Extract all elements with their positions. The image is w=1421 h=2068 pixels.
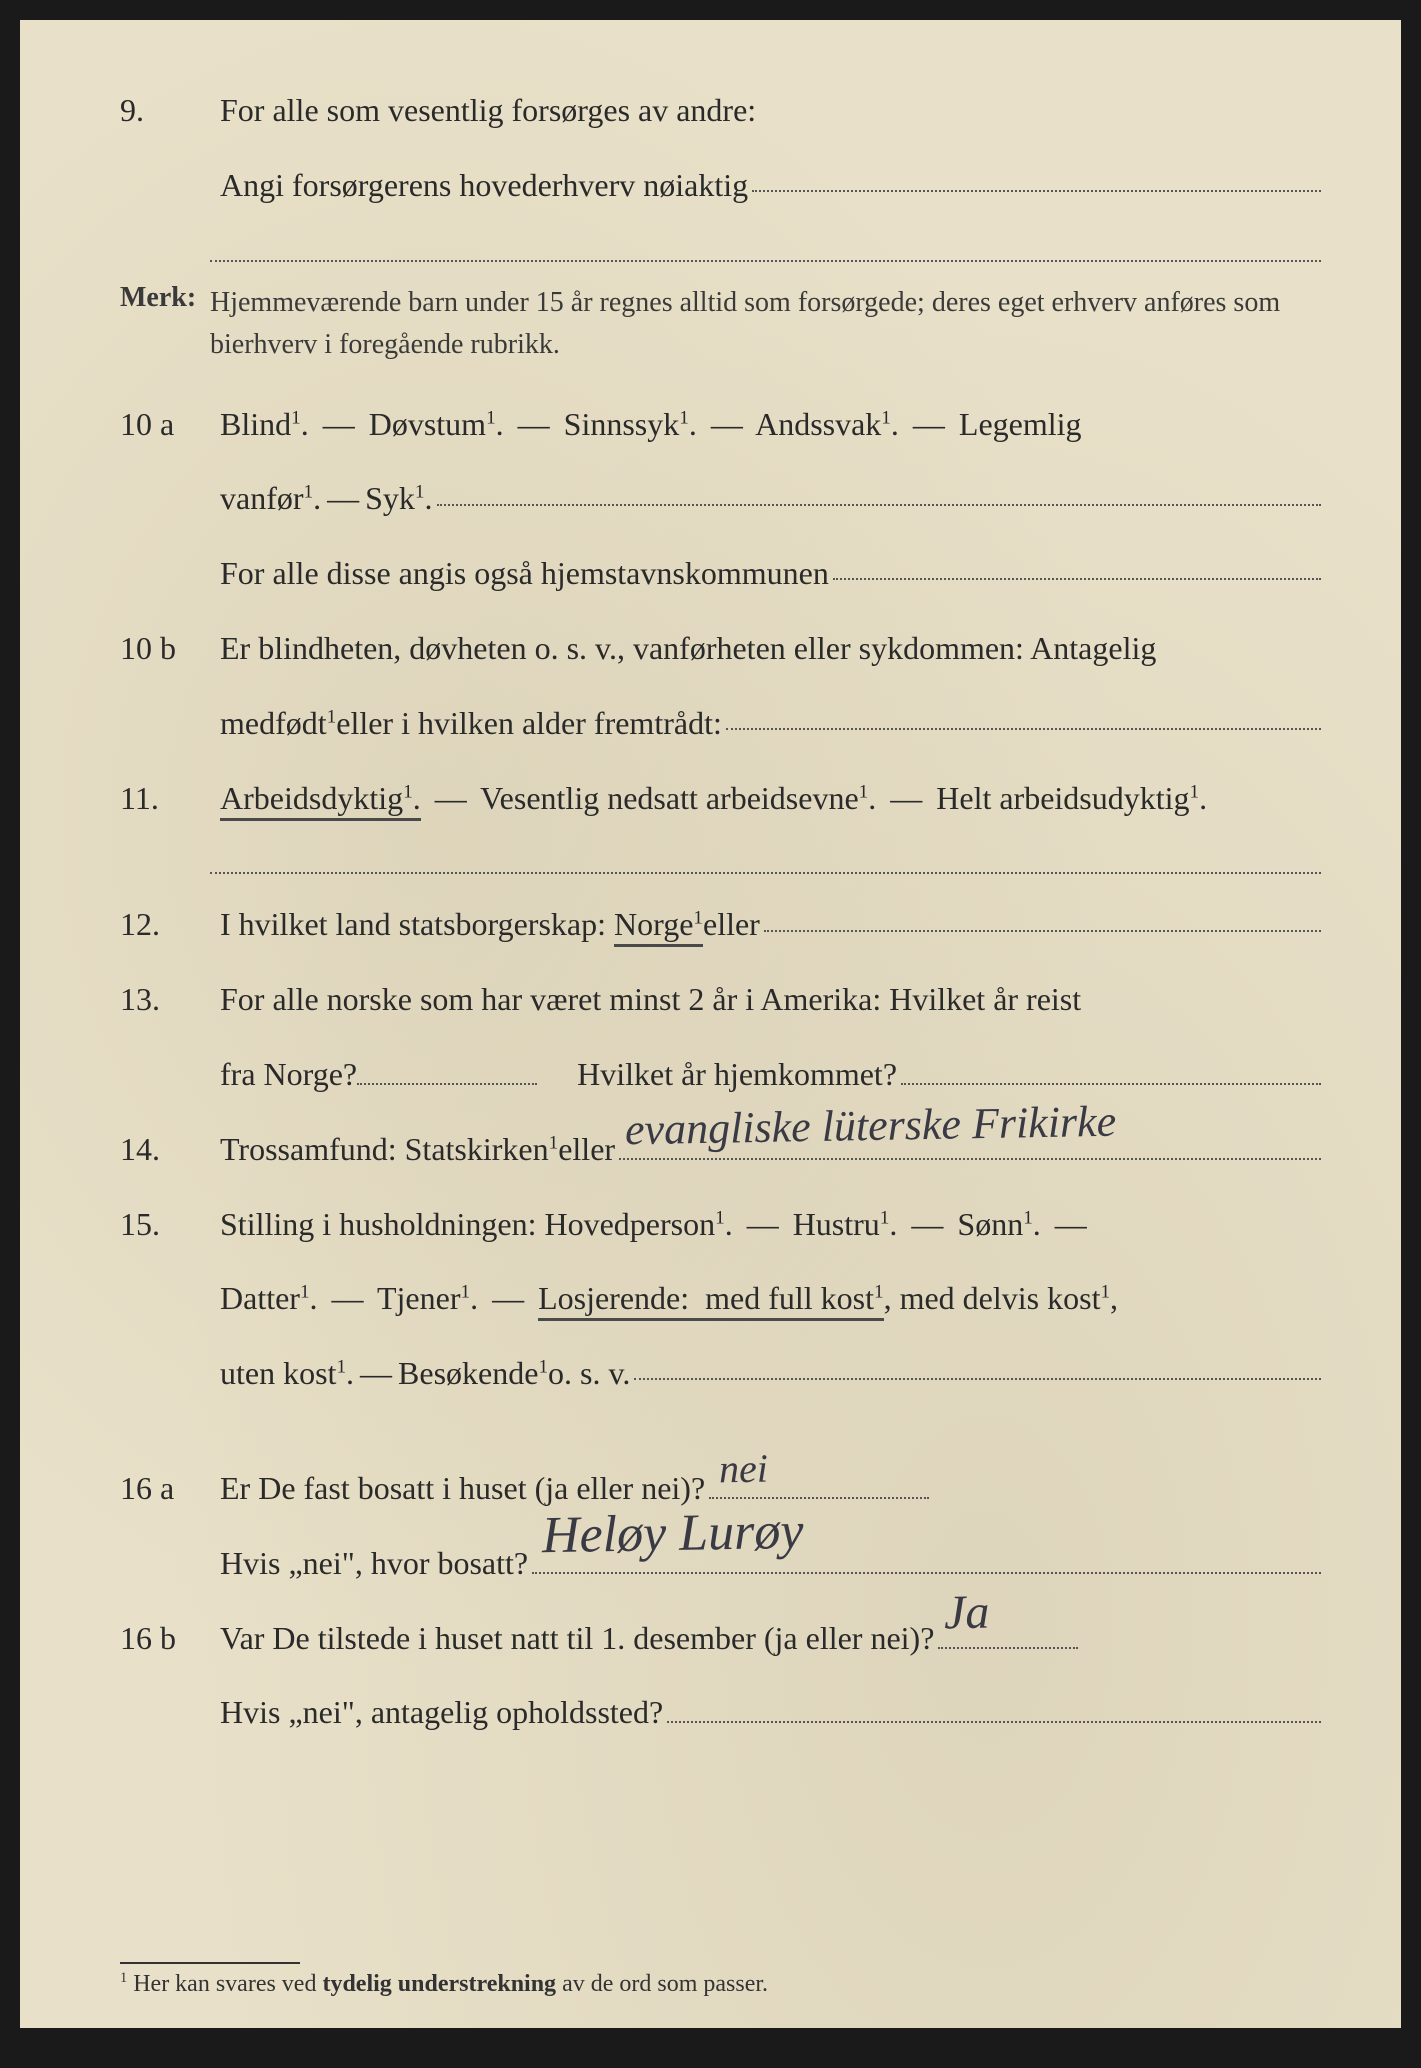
q15-opt-tjener: Tjener1.	[377, 1280, 478, 1316]
q10b-text2b: eller i hvilken alder fremtrådt:	[336, 693, 722, 754]
q12-number: 12.	[120, 894, 220, 955]
q10a-blank	[437, 468, 1322, 505]
q13-line1: 13. For alle norske som har været minst …	[120, 969, 1321, 1030]
merk-text: Hjemmeværende barn under 15 år regnes al…	[210, 282, 1321, 366]
merk-label: Merk:	[120, 282, 210, 366]
q16b-q2: Hvis „nei", antagelig opholdssted?	[220, 1682, 663, 1743]
q10b-number: 10 b	[120, 618, 220, 679]
q10a-opt-dovstum: Døvstum1.	[369, 406, 504, 442]
q11-opt-udyktig: Helt arbeidsudyktig1.	[936, 780, 1207, 816]
q16b-number: 16 b	[120, 1608, 220, 1669]
q15-opt-datter: Datter1.	[220, 1280, 318, 1316]
q10a-opt-legemlig-a: Legemlig	[959, 406, 1082, 442]
q10a-line3: For alle disse angis også hjemstavnskomm…	[120, 543, 1321, 604]
footnote-c: av de ord som passer.	[556, 1971, 768, 1997]
q11-opt-arbeidsdyktig: Arbeidsdyktig1.	[220, 780, 421, 821]
q10b-blank	[726, 693, 1321, 730]
q13-blank1	[357, 1048, 537, 1085]
q10a-opt-sinnssyk: Sinnssyk1.	[564, 406, 697, 442]
q12-text-b: eller	[703, 894, 760, 955]
q15-opt-besok: Besøkende1	[398, 1343, 548, 1404]
q16a-answer2-handwriting: Heløy Lurøy	[541, 1483, 804, 1586]
q10a-opt-andssvak: Andssvak1.	[755, 406, 899, 442]
q9-blank-line	[210, 230, 1321, 262]
q14-line: 14. Trossamfund: Statskirken1 eller evan…	[120, 1119, 1321, 1180]
q10a-opt-vanfor: vanfør1.	[220, 468, 321, 529]
footnote-marker: 1	[120, 1970, 127, 1986]
q15-line2: Datter1. — Tjener1. — Losjerende: med fu…	[120, 1268, 1321, 1329]
q10a-opt-blind: Blind1.	[220, 406, 309, 442]
q16a-number: 16 a	[120, 1458, 220, 1519]
merk-note: Merk: Hjemmeværende barn under 15 år reg…	[120, 282, 1321, 366]
q15-opt-uten: uten kost1.	[220, 1343, 354, 1404]
q11-number: 11.	[120, 768, 220, 829]
q16b-blank1: Ja	[938, 1611, 1078, 1648]
footnote-block: 1 Her kan svares ved tydelig understrekn…	[120, 1962, 1321, 1998]
q13-text1: For alle norske som har været minst 2 år…	[220, 969, 1321, 1030]
q9-text2: Angi forsørgerens hovederhverv nøiaktig	[220, 155, 748, 216]
q16b-blank2	[667, 1686, 1321, 1723]
q11-line: 11. Arbeidsdyktig1. — Vesentlig nedsatt …	[120, 768, 1321, 829]
q10a-blank2	[833, 543, 1321, 580]
q10b-medfodt: medfødt1	[220, 693, 336, 754]
q9-blank	[752, 155, 1321, 192]
q10b-line2: medfødt1 eller i hvilken alder fremtrådt…	[120, 693, 1321, 754]
q10a-text2: For alle disse angis også hjemstavnskomm…	[220, 543, 829, 604]
q16b-line2: Hvis „nei", antagelig opholdssted?	[120, 1682, 1321, 1743]
q15-line3: uten kost1. — Besøkende1 o. s. v.	[120, 1343, 1321, 1404]
q10a-line2: vanfør1. — Syk1.	[120, 468, 1321, 529]
q9-number: 9.	[120, 80, 220, 141]
footnote-rule	[120, 1962, 300, 1964]
q16a-q2: Hvis „nei", hvor bosatt?	[220, 1533, 528, 1594]
footnote-a: Her kan svares ved	[133, 1971, 322, 1997]
q16b-line1: 16 b Var De tilstede i huset natt til 1.…	[120, 1608, 1321, 1669]
q14-answer-handwriting: evangliske lüterske Frikirke	[624, 1080, 1117, 1172]
q10a-line1: 10 a Blind1. — Døvstum1. — Sinnssyk1. — …	[120, 394, 1321, 455]
q12-line: 12. I hvilket land statsborgerskap: Norg…	[120, 894, 1321, 955]
q16b-q1: Var De tilstede i huset natt til 1. dese…	[220, 1608, 934, 1669]
q16a-blank2: Heløy Lurøy	[532, 1537, 1321, 1574]
q16a-line2: Hvis „nei", hvor bosatt? Heløy Lurøy	[120, 1533, 1321, 1594]
q15-opt-hustru: Hustru1.	[793, 1206, 898, 1242]
q10b-line1: 10 b Er blindheten, døvheten o. s. v., v…	[120, 618, 1321, 679]
q15-tail: o. s. v.	[548, 1343, 630, 1404]
q11-blank-line	[210, 842, 1321, 874]
q11-opt-nedsatt: Vesentlig nedsatt arbeidsevne1.	[480, 780, 876, 816]
q14-number: 14.	[120, 1119, 220, 1180]
q15-opt-sonn: Sønn1.	[957, 1206, 1040, 1242]
q9-line1: 9. For alle som vesentlig forsørges av a…	[120, 80, 1321, 141]
q9-line2: Angi forsørgerens hovederhverv nøiaktig	[120, 155, 1321, 216]
q9-text1: For alle som vesentlig forsørges av andr…	[220, 80, 1321, 141]
census-form-page: 9. For alle som vesentlig forsørges av a…	[20, 20, 1401, 2028]
q12-text-a: I hvilket land statsborgerskap:	[220, 894, 606, 955]
q15-opt-losjerende: Losjerende: med full kost1	[538, 1280, 884, 1321]
footnote-b: tydelig understrekning	[322, 1971, 556, 1997]
q15-opt-hoved: Hovedperson1.	[544, 1206, 732, 1242]
q12-opt-norge: Norge1	[606, 894, 703, 955]
q10a-opt-syk: Syk1.	[365, 468, 432, 529]
q14-text: Trossamfund: Statskirken1	[220, 1119, 558, 1180]
q15-line1: 15. Stilling i husholdningen: Hovedperso…	[120, 1194, 1321, 1255]
footnote-text: 1 Her kan svares ved tydelig understrekn…	[120, 1970, 1321, 1998]
q15-opt-delvis: med delvis kost1,	[900, 1280, 1118, 1316]
q15-number: 15.	[120, 1194, 220, 1255]
q14-or: eller	[558, 1119, 615, 1180]
q15-lead: Stilling i husholdningen:	[220, 1206, 544, 1242]
q12-blank	[764, 894, 1321, 931]
q15-blank	[634, 1343, 1321, 1380]
q14-blank: evangliske lüterske Frikirke	[619, 1123, 1321, 1160]
q13-number: 13.	[120, 969, 220, 1030]
q10a-number: 10 a	[120, 394, 220, 455]
q16b-answer1-handwriting: Ja	[944, 1567, 991, 1659]
q13-text2a: fra Norge?	[220, 1044, 357, 1105]
q10b-text1: Er blindheten, døvheten o. s. v., vanfør…	[220, 618, 1321, 679]
